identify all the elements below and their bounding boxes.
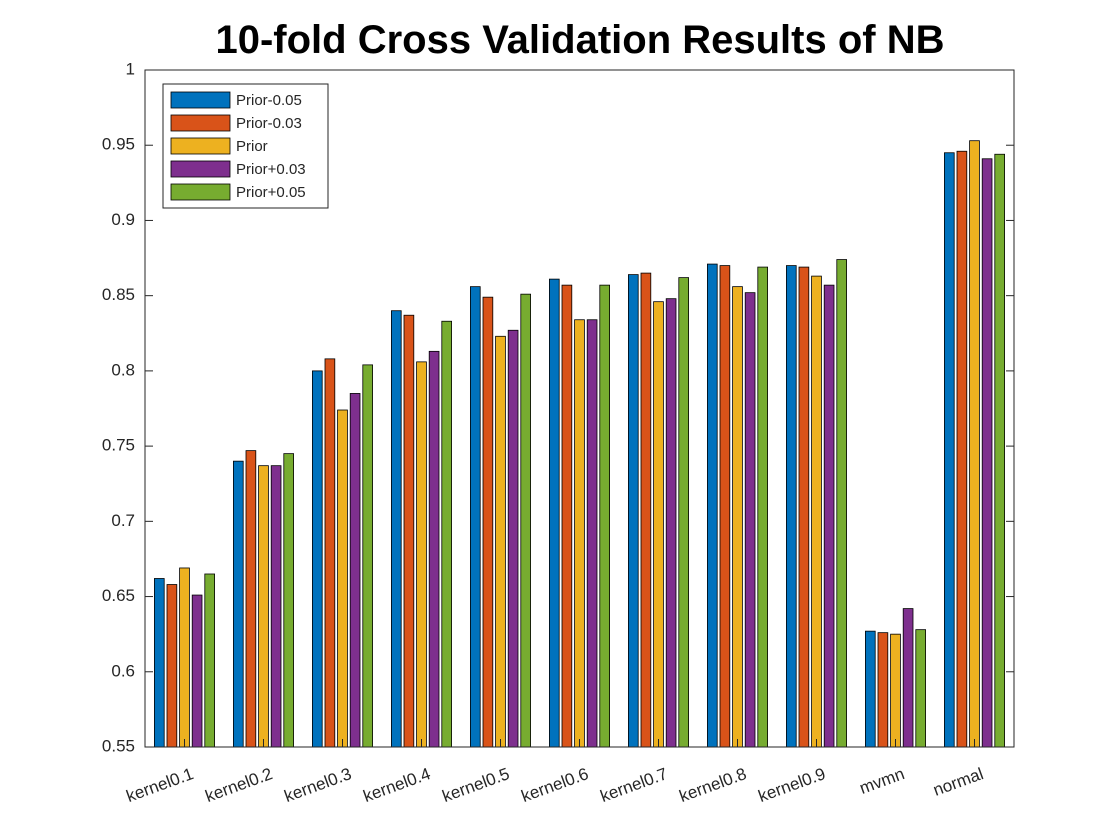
bar-mvmn-Prior-0.05: [865, 630, 876, 748]
bar-kernel0.4-Prior: [416, 361, 427, 748]
bar-kernel0.2-Prior+0.03: [270, 465, 282, 748]
bar-kernel0.7-Prior-0.03: [640, 272, 652, 748]
bar-kernel0.7-Prior+0.05: [678, 277, 689, 748]
y-tick-label: 0.65: [102, 586, 135, 605]
bar-kernel0.6-Prior+0.05: [599, 284, 610, 748]
legend-swatch: [170, 114, 231, 132]
bar-kernel0.3-Prior+0.03: [349, 393, 361, 748]
bar-normal-Prior+0.05: [994, 153, 1005, 748]
axes-box: [144, 69, 1015, 748]
bar-mvmn-Prior+0.03: [902, 608, 914, 748]
bar-kernel0.3-Prior-0.05: [311, 370, 323, 748]
bar-kernel0.1-Prior+0.03: [191, 594, 203, 748]
x-tick-label: kernel0.7: [598, 764, 670, 806]
x-tick-label: kernel0.1: [124, 764, 196, 806]
bar-kernel0.6-Prior-0.05: [549, 278, 560, 748]
bar-kernel0.9-Prior: [811, 275, 822, 748]
bar-kernel0.6-Prior: [574, 319, 585, 748]
bar-mvmn-Prior+0.05: [915, 629, 926, 748]
bar-kernel0.3-Prior: [337, 409, 348, 748]
bar-kernel0.5-Prior-0.03: [482, 296, 494, 748]
bar-kernel0.2-Prior+0.05: [283, 453, 294, 748]
bar-mvmn-Prior: [890, 633, 901, 748]
legend-swatch: [170, 137, 231, 155]
bar-kernel0.3-Prior-0.03: [324, 358, 336, 748]
bar-kernel0.8-Prior-0.05: [707, 263, 718, 748]
y-tick-label: 0.95: [102, 135, 135, 154]
legend-label: Prior+0.05: [236, 184, 306, 201]
y-tick-label: 0.8: [111, 360, 135, 379]
bar-kernel0.8-Prior+0.03: [744, 292, 756, 748]
bar-normal-Prior-0.03: [956, 150, 968, 748]
x-tick-label: mvmn: [857, 764, 907, 798]
legend-label: Prior+0.03: [236, 161, 306, 178]
axes-group: [144, 69, 1015, 748]
bar-kernel0.1-Prior-0.05: [153, 578, 165, 748]
bar-kernel0.2-Prior: [258, 465, 269, 748]
x-tick-label: kernel0.6: [519, 764, 591, 806]
bar-kernel0.9-Prior-0.05: [786, 265, 797, 748]
x-tick-label: kernel0.8: [677, 764, 749, 806]
bar-kernel0.4-Prior-0.05: [390, 310, 402, 748]
bar-kernel0.2-Prior-0.03: [245, 450, 257, 748]
y-tick-label: 1: [126, 59, 135, 78]
legend-label: Prior-0.03: [236, 115, 302, 132]
legend-swatch: [170, 91, 231, 109]
bar-normal-Prior+0.03: [981, 158, 993, 748]
bar-kernel0.8-Prior: [732, 286, 743, 748]
bar-kernel0.1-Prior: [179, 567, 190, 748]
bar-kernel0.8-Prior+0.05: [757, 266, 768, 748]
legend-label: Prior: [236, 138, 268, 155]
y-tick-label: 0.85: [102, 285, 135, 304]
y-tick-label: 0.55: [102, 736, 135, 755]
bar-kernel0.2-Prior-0.05: [232, 460, 244, 748]
bar-normal-Prior-0.05: [944, 152, 955, 748]
y-tick-label: 0.9: [111, 210, 135, 229]
legend-label: Prior-0.05: [236, 92, 302, 109]
bar-kernel0.9-Prior+0.05: [836, 259, 847, 748]
bar-kernel0.4-Prior+0.03: [428, 350, 440, 748]
x-tick-label: kernel0.9: [756, 764, 828, 806]
y-tick-label: 0.75: [102, 436, 135, 455]
legend: Prior-0.05 Prior-0.03 Prior Prior+0.03 Prior…: [162, 83, 329, 209]
bar-kernel0.4-Prior-0.03: [403, 314, 415, 748]
x-tick-label: kernel0.3: [282, 764, 354, 806]
bar-mvmn-Prior-0.03: [877, 632, 889, 748]
bar-kernel0.9-Prior-0.03: [798, 266, 810, 748]
bar-kernel0.5-Prior-0.05: [469, 286, 481, 748]
bar-kernel0.6-Prior-0.03: [561, 284, 573, 748]
bar-kernel0.7-Prior+0.03: [665, 298, 677, 748]
y-tick-label: 0.6: [111, 661, 135, 680]
x-tick-label: kernel0.4: [361, 764, 433, 806]
bar-kernel0.5-Prior+0.03: [507, 329, 519, 748]
legend-swatch: [170, 160, 231, 178]
chart-title: 10-fold Cross Validation Results of NB: [215, 18, 944, 62]
bar-kernel0.7-Prior-0.05: [628, 274, 639, 748]
bar-kernel0.8-Prior-0.03: [719, 265, 731, 748]
x-tick-label: kernel0.2: [203, 764, 275, 806]
bar-kernel0.1-Prior-0.03: [166, 584, 178, 748]
legend-swatch: [170, 183, 231, 201]
bar-kernel0.7-Prior: [653, 301, 664, 748]
y-tick-label: 0.7: [111, 511, 135, 530]
bar-kernel0.5-Prior+0.05: [520, 293, 531, 748]
bar-kernel0.9-Prior+0.03: [823, 284, 835, 748]
bar-kernel0.5-Prior: [495, 335, 506, 748]
bar-normal-Prior: [969, 140, 980, 748]
x-tick-label: normal: [931, 764, 986, 800]
bar-kernel0.3-Prior+0.05: [362, 364, 373, 748]
x-tick-label: kernel0.5: [440, 764, 512, 806]
bar-kernel0.1-Prior+0.05: [204, 573, 216, 748]
bar-kernel0.4-Prior+0.05: [441, 320, 452, 748]
bar-kernel0.6-Prior+0.03: [586, 319, 598, 748]
